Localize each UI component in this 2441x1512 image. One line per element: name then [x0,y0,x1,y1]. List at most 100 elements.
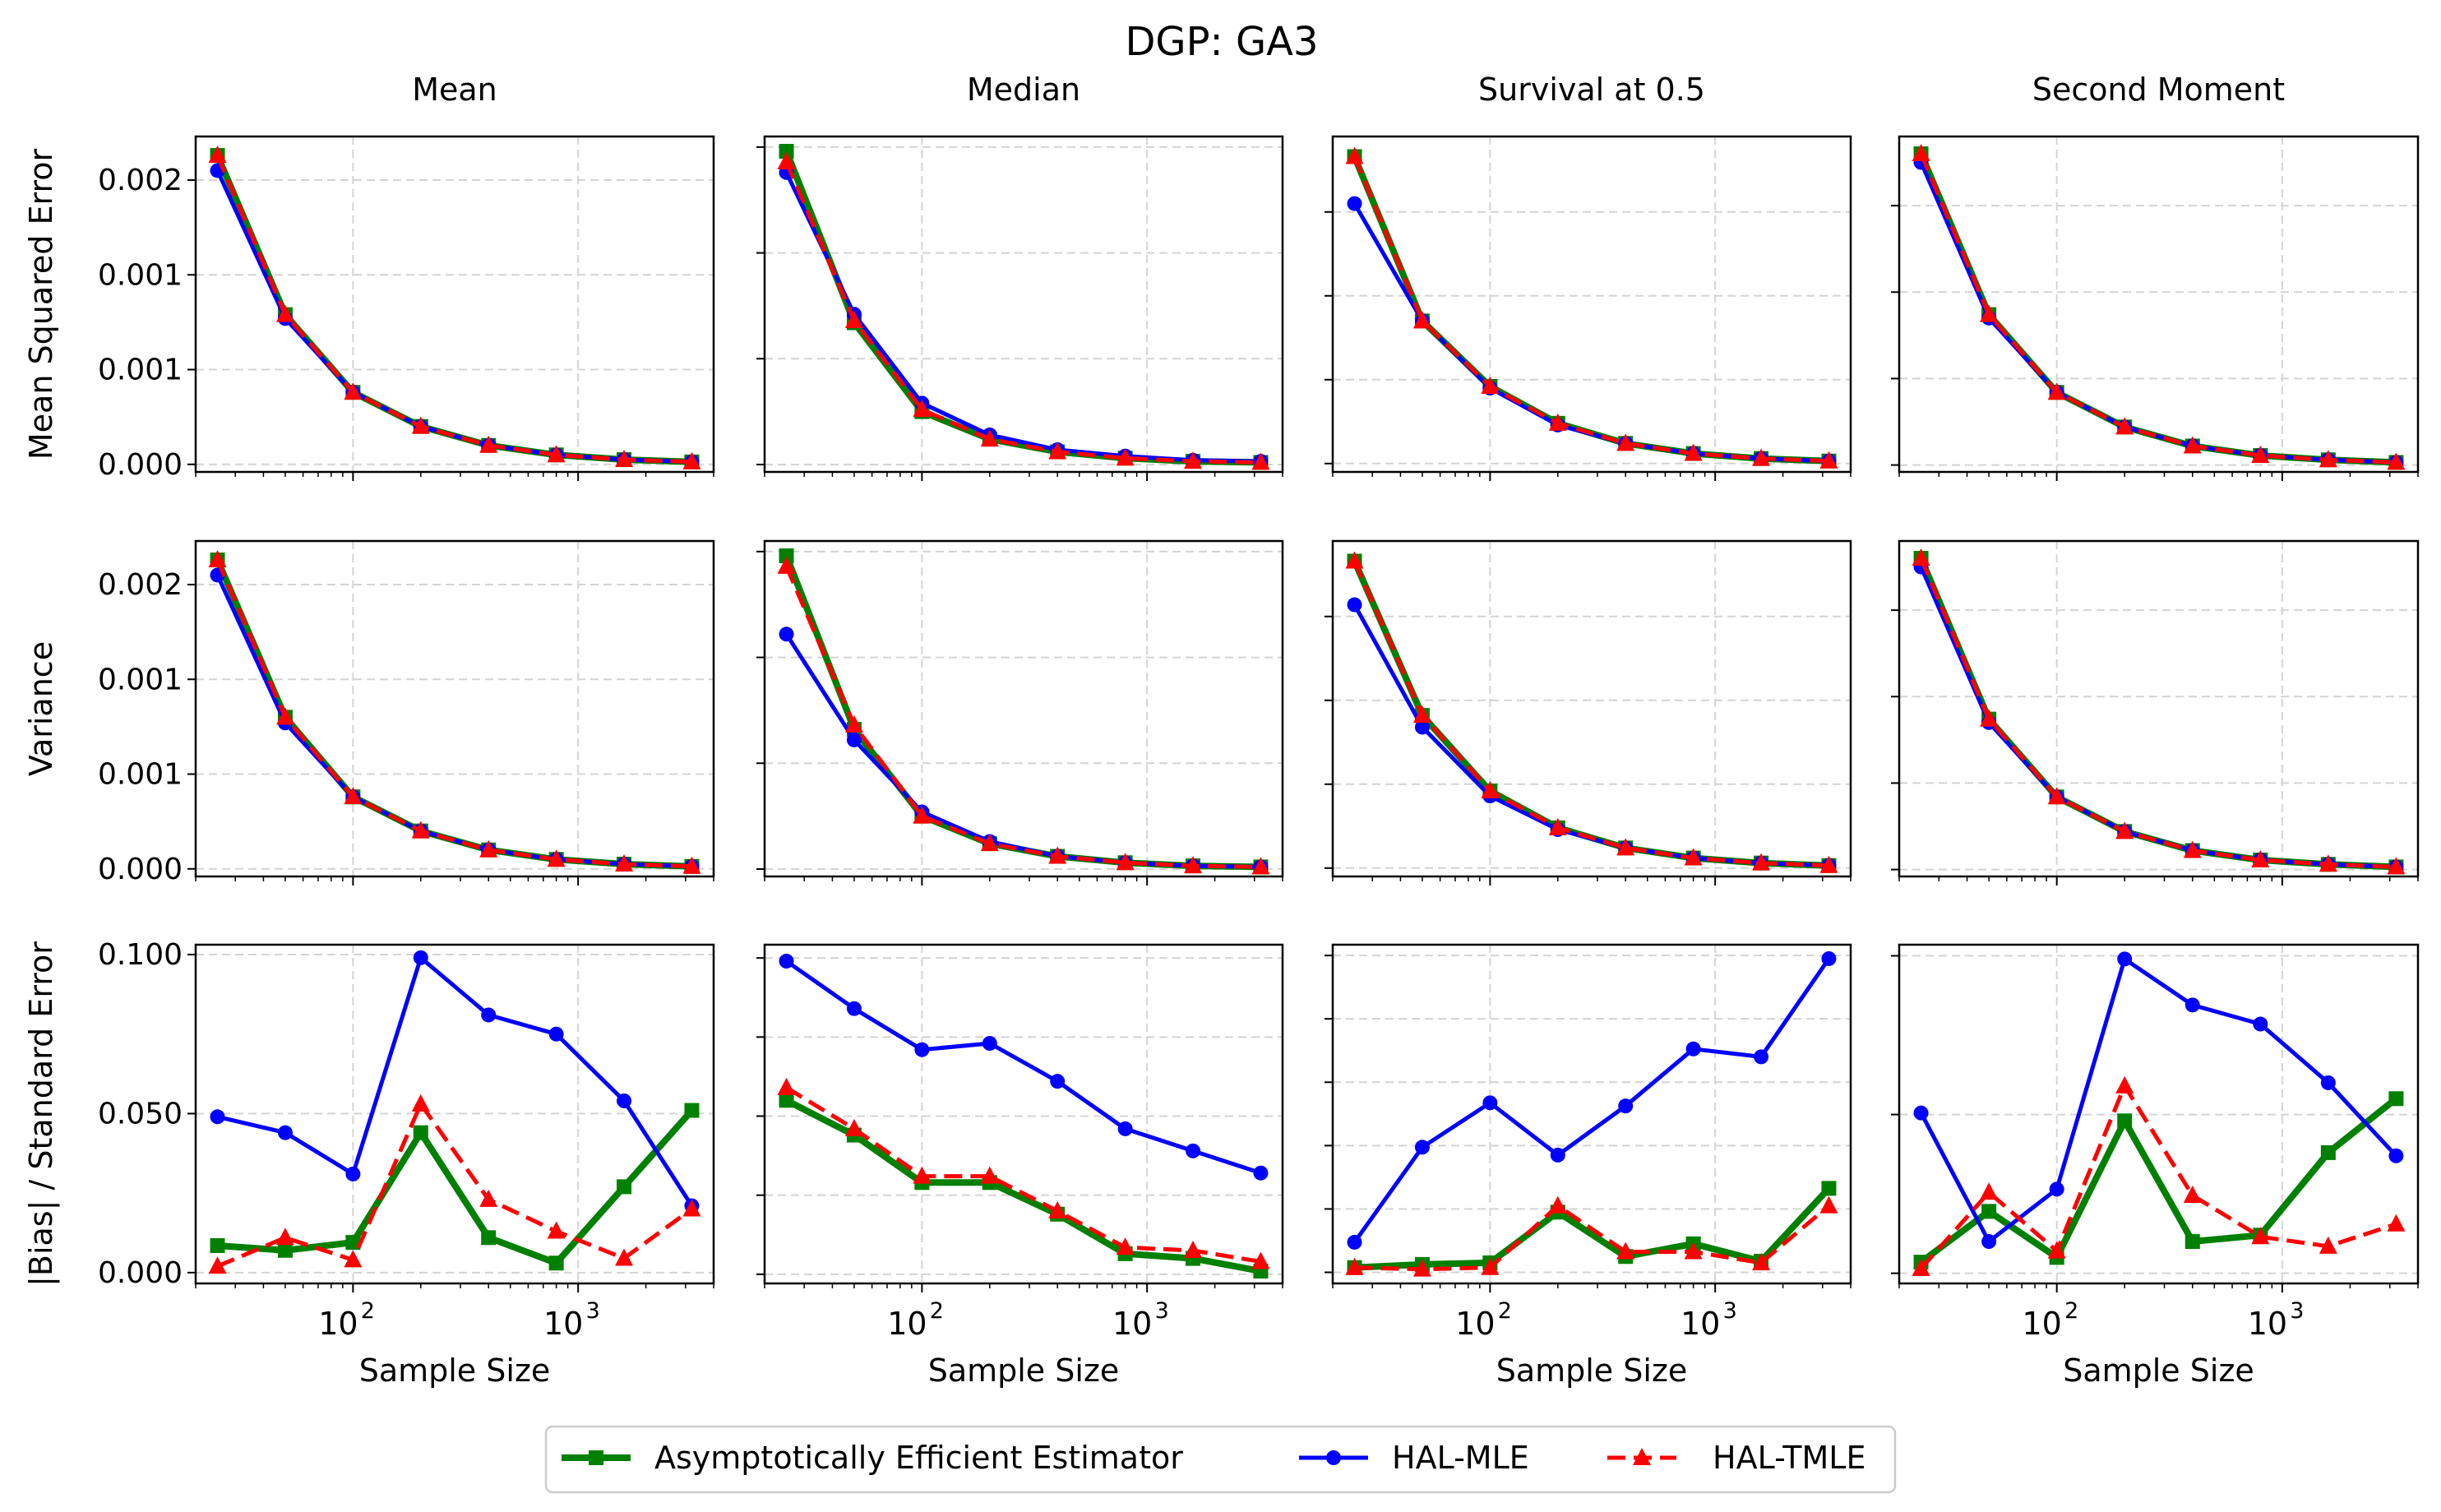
axes-frame [763,539,1284,878]
data-point-hal-tmle [344,1250,363,1268]
subplot-title: Survival at 0.5 [1478,72,1705,108]
data-point-hal-mle [1117,1121,1133,1136]
series-line-asymptotically-efficient-estimator [1354,1186,1832,1271]
data-point-hal-mle [914,1042,930,1057]
series-line-hal-tmle [1919,557,2397,869]
data-point-hal-tmle [1684,443,1703,461]
data-point-hal-tmle [1345,146,1364,164]
data-point-hal-tmle [913,1166,932,1184]
data-point-asymptotically-efficient-estimator [684,1103,700,1118]
data-point-hal-tmle [682,856,701,874]
axes-frame [1331,135,1852,474]
data-point-hal-mle [1347,1234,1362,1250]
data-point-asymptotically-efficient-estimator [2388,1091,2404,1107]
x-tick-label-exponent: 2 [2064,1298,2078,1324]
data-point-hal-tmle [547,849,566,867]
data-point-hal-mle [779,954,794,969]
data-point-hal-tmle [615,854,634,872]
subplot-r2-c1: 0.000 0.001 0.001 0.002 Variance [23,539,715,886]
x-tick-label: 10 [1680,1306,1720,1342]
data-point-hal-tmle [1548,413,1567,431]
data-point-hal-tmle [1251,1251,1270,1269]
data-point-hal-tmle [275,304,294,322]
legend-marker-hal-tmle [1633,1448,1651,1465]
data-point-hal-tmle [2115,821,2134,839]
data-point-asymptotically-efficient-estimator [2117,1113,2133,1129]
data-point-hal-tmle [844,1118,863,1136]
data-point-hal-tmle [1819,1195,1838,1214]
data-point-hal-tmle [913,806,932,824]
data-point-hal-tmle [2115,417,2134,435]
axes-frame [1331,539,1852,878]
data-point-hal-tmle [1116,448,1135,466]
data-point-hal-mle [1821,950,1837,966]
data-point-hal-mle [779,627,794,642]
data-point-hal-mle [210,1109,225,1125]
data-point-hal-tmle [1412,705,1431,724]
data-point-asymptotically-efficient-estimator [779,1093,794,1108]
axes-frame [194,135,715,474]
data-point-hal-tmle [1412,1259,1431,1277]
x-axis-label: Sample Size [2063,1352,2254,1389]
data-point-hal-tmle [1116,1237,1135,1255]
data-point-hal-tmle [1048,846,1067,864]
data-point-hal-tmle [1345,551,1364,569]
data-point-hal-mle [548,1026,564,1042]
axes-frame [763,943,1284,1285]
legend-marker-hal-mle [1326,1450,1341,1465]
series-line-hal-tmle [1354,1204,1831,1272]
data-point-hal-mle [1685,1041,1701,1057]
y-axis-label: Variance [23,641,59,776]
data-point-hal-tmle [2115,1075,2134,1094]
data-point-asymptotically-efficient-estimator [617,1179,632,1195]
series-line-asymptotically-efficient-estimator [217,1107,695,1267]
data-point-hal-tmle [1912,144,1930,162]
subplot-r1-c2: Median [756,72,1284,481]
data-point-hal-mle [1981,1234,1997,1250]
data-point-hal-tmle [208,550,227,568]
data-point-asymptotically-efficient-estimator [481,1230,497,1246]
series-line-hal-tmle [215,155,692,465]
x-axis-label: Sample Size [359,1352,551,1389]
y-tick-label: 0.001 [98,663,183,696]
data-point-hal-tmle [1912,548,1930,566]
data-point-asymptotically-efficient-estimator [277,1242,293,1258]
y-tick-label: 0.050 [98,1097,183,1131]
data-point-hal-tmle [275,1228,294,1246]
x-tick-label-exponent: 3 [586,1298,600,1324]
x-tick-label-exponent: 3 [2290,1298,2304,1324]
data-point-hal-tmle [1412,311,1431,329]
y-tick-label: 0.000 [98,1256,183,1290]
data-point-hal-tmle [2183,840,2202,858]
data-point-hal-mle [1414,1140,1430,1155]
data-point-hal-tmle [1912,1258,1930,1276]
data-point-hal-tmle [2318,450,2337,468]
axes-frame [194,943,715,1285]
data-point-hal-mle [1550,1147,1565,1163]
data-point-asymptotically-efficient-estimator [1981,1204,1997,1219]
data-point-hal-tmle [1616,1242,1635,1260]
series-line-hal-mle [1919,956,2398,1244]
data-point-hal-mle [345,1166,361,1181]
data-point-asymptotically-efficient-estimator [345,1235,361,1251]
data-point-hal-tmle [2047,382,2066,400]
data-point-hal-tmle [1251,452,1270,470]
data-point-hal-mle [1050,1074,1066,1089]
data-point-hal-tmle [1116,853,1135,871]
y-tick-label: 0.002 [98,164,183,197]
data-point-hal-mle [1618,1098,1634,1114]
data-point-hal-mle [982,1036,997,1052]
data-point-hal-tmle [1048,1200,1067,1218]
data-point-hal-mle [2320,1075,2336,1090]
subplot-r2-c4 [1891,539,2420,885]
x-axis-label: Sample Size [1496,1352,1688,1389]
series-line-hal-mle [215,169,692,465]
data-point-hal-mle [1186,1143,1201,1158]
data-point-hal-mle [413,950,428,965]
data-point-hal-tmle [615,1248,634,1266]
data-point-hal-tmle [411,416,430,434]
data-point-hal-mle [2388,1148,2404,1163]
